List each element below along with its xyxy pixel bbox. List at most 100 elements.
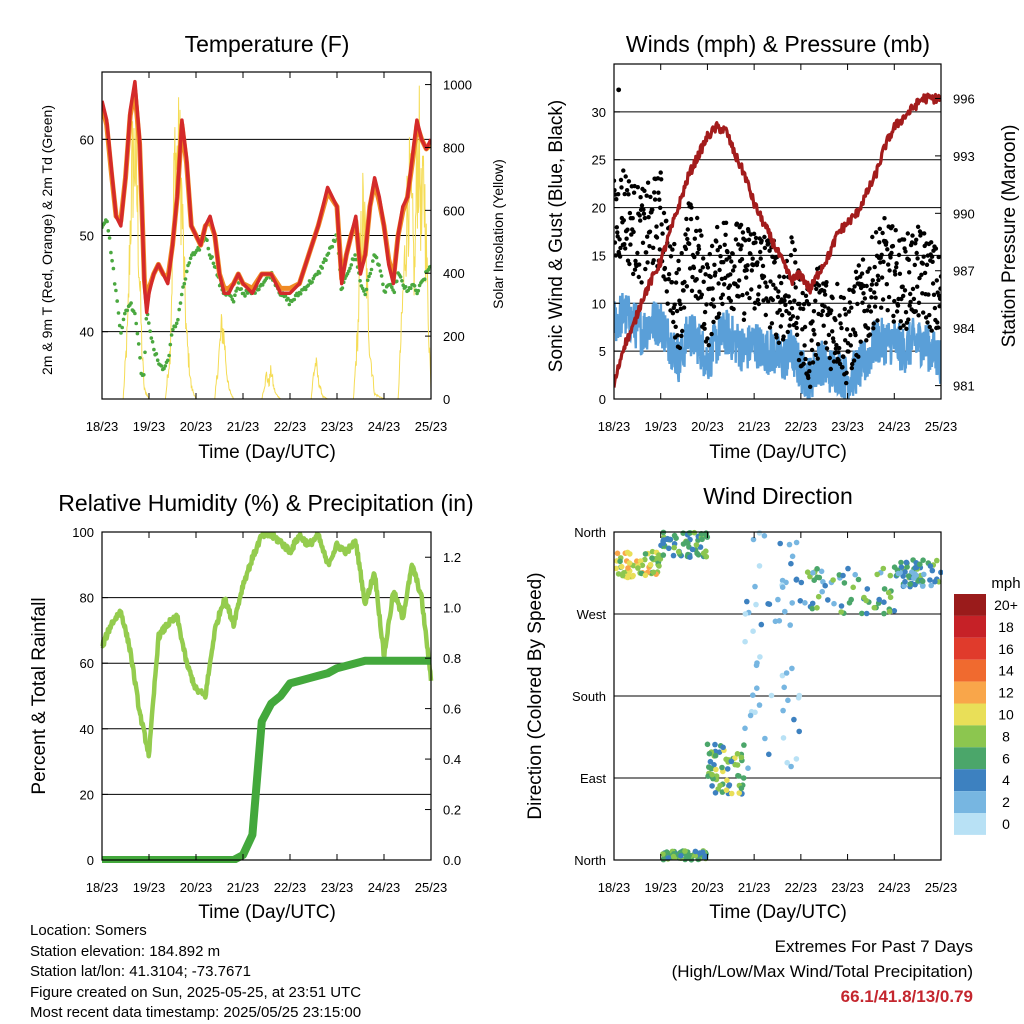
gust-point — [670, 247, 675, 252]
wind-direction-point — [830, 577, 836, 583]
wind-direction-point — [809, 605, 816, 612]
gust-point — [866, 304, 872, 309]
gust-point — [758, 256, 763, 261]
gust-point — [718, 295, 724, 301]
gust-point — [659, 177, 664, 182]
wind-direction-point — [902, 578, 908, 585]
gust-point — [803, 293, 809, 298]
gust-point — [756, 292, 761, 297]
winds-frame — [613, 63, 942, 400]
extremes-box: Extremes For Past 7 Days (High/Low/Max W… — [672, 934, 973, 1009]
wind-direction-point — [734, 751, 741, 757]
wind-direction-point — [789, 600, 795, 606]
legend-label: 2 — [1002, 794, 1010, 810]
gust-point — [701, 256, 706, 261]
gust-point — [697, 228, 703, 233]
gust-point — [779, 280, 784, 286]
gust-point — [926, 292, 931, 297]
gust-point — [903, 310, 909, 315]
gust-point — [744, 275, 749, 280]
dewpoint-point — [363, 292, 368, 297]
gust-point — [792, 247, 797, 253]
winds-y-tick-label: 5 — [599, 344, 606, 359]
gust-point — [755, 297, 761, 303]
wind-direction-gridlines — [614, 531, 941, 861]
gust-point — [651, 245, 656, 250]
gust-point — [623, 246, 628, 251]
wind-direction-point — [649, 555, 655, 561]
dewpoint-point — [409, 286, 413, 291]
gust-point — [846, 349, 851, 354]
gust-point — [880, 297, 886, 302]
wind-direction-point — [687, 554, 693, 560]
wind-direction-point — [712, 790, 719, 796]
legend-swatch — [954, 659, 986, 682]
extremes-values: 66.1/41.8/13/0.79 — [840, 987, 973, 1006]
gust-point — [807, 361, 812, 366]
gust-point — [661, 210, 667, 216]
wind-direction-point — [734, 762, 741, 768]
dewpoint-point — [135, 331, 140, 336]
gust-point — [903, 249, 908, 254]
gust-point — [749, 268, 754, 273]
gust-point — [667, 244, 673, 249]
gust-point — [933, 246, 939, 251]
gust-point — [808, 384, 813, 389]
gust-point — [652, 190, 657, 195]
humidity-series-group — [100, 532, 434, 863]
gust-point — [624, 236, 629, 241]
temperature-series-group — [102, 79, 431, 399]
humidity-y2-tick-label: 1.0 — [443, 601, 461, 616]
recent-timestamp: Most recent data timestamp: 2025/05/25 2… — [30, 1004, 362, 1021]
dewpoint-point — [166, 358, 170, 363]
wind-direction-point — [744, 598, 750, 605]
gust-point — [702, 326, 707, 331]
wind-direction-point — [614, 550, 621, 557]
gust-point — [750, 256, 755, 261]
wind-direction-point — [838, 603, 845, 609]
gust-point — [865, 326, 871, 331]
gust-point — [676, 267, 682, 272]
temperature-x-tick-label: 23/23 — [321, 419, 354, 434]
humidity-y-tick-label: 60 — [80, 656, 94, 671]
wind-direction-point — [814, 574, 820, 581]
gust-point — [713, 270, 718, 275]
wind-direction-point — [917, 561, 923, 568]
wind-direction-point — [795, 695, 802, 701]
wind-direction-point — [642, 551, 649, 557]
gust-point — [853, 269, 859, 274]
gust-point — [901, 293, 906, 299]
gust-point — [783, 302, 788, 308]
legend-title: mph — [991, 575, 1020, 592]
gust-point — [730, 268, 736, 273]
gust-point — [666, 272, 672, 277]
gust-point — [925, 320, 930, 325]
dewpoint-point — [178, 301, 183, 305]
dewpoint-point — [330, 244, 335, 249]
gust-point — [794, 320, 799, 326]
wind-direction-point — [750, 692, 756, 698]
dewpoint-point — [154, 352, 159, 356]
dewpoint-point — [406, 288, 411, 293]
gust-point — [886, 262, 891, 267]
gust-point — [712, 262, 717, 267]
gust-point — [666, 277, 671, 282]
gust-point — [699, 233, 704, 238]
gust-point — [669, 280, 675, 285]
gust-point — [837, 313, 842, 318]
gust-point — [918, 230, 924, 236]
gust-point — [854, 276, 860, 281]
wind-direction-point — [779, 672, 786, 679]
gust-point — [615, 230, 620, 235]
gust-point — [910, 233, 915, 238]
gust-point — [776, 340, 782, 345]
gust-point — [766, 241, 771, 246]
wind-direction-point — [934, 557, 940, 564]
gust-point — [913, 241, 918, 246]
dewpoint-point — [181, 285, 185, 289]
wind-direction-point — [697, 544, 704, 550]
winds-y2-label: Station Pressure (Maroon) — [999, 125, 1020, 348]
humidity-axes: 0 20 40 60 80 100 0.0 0.2 0.4 0.6 0.8 1.0 1.2 18/23 19… — [72, 525, 461, 895]
gust-point — [892, 298, 897, 304]
